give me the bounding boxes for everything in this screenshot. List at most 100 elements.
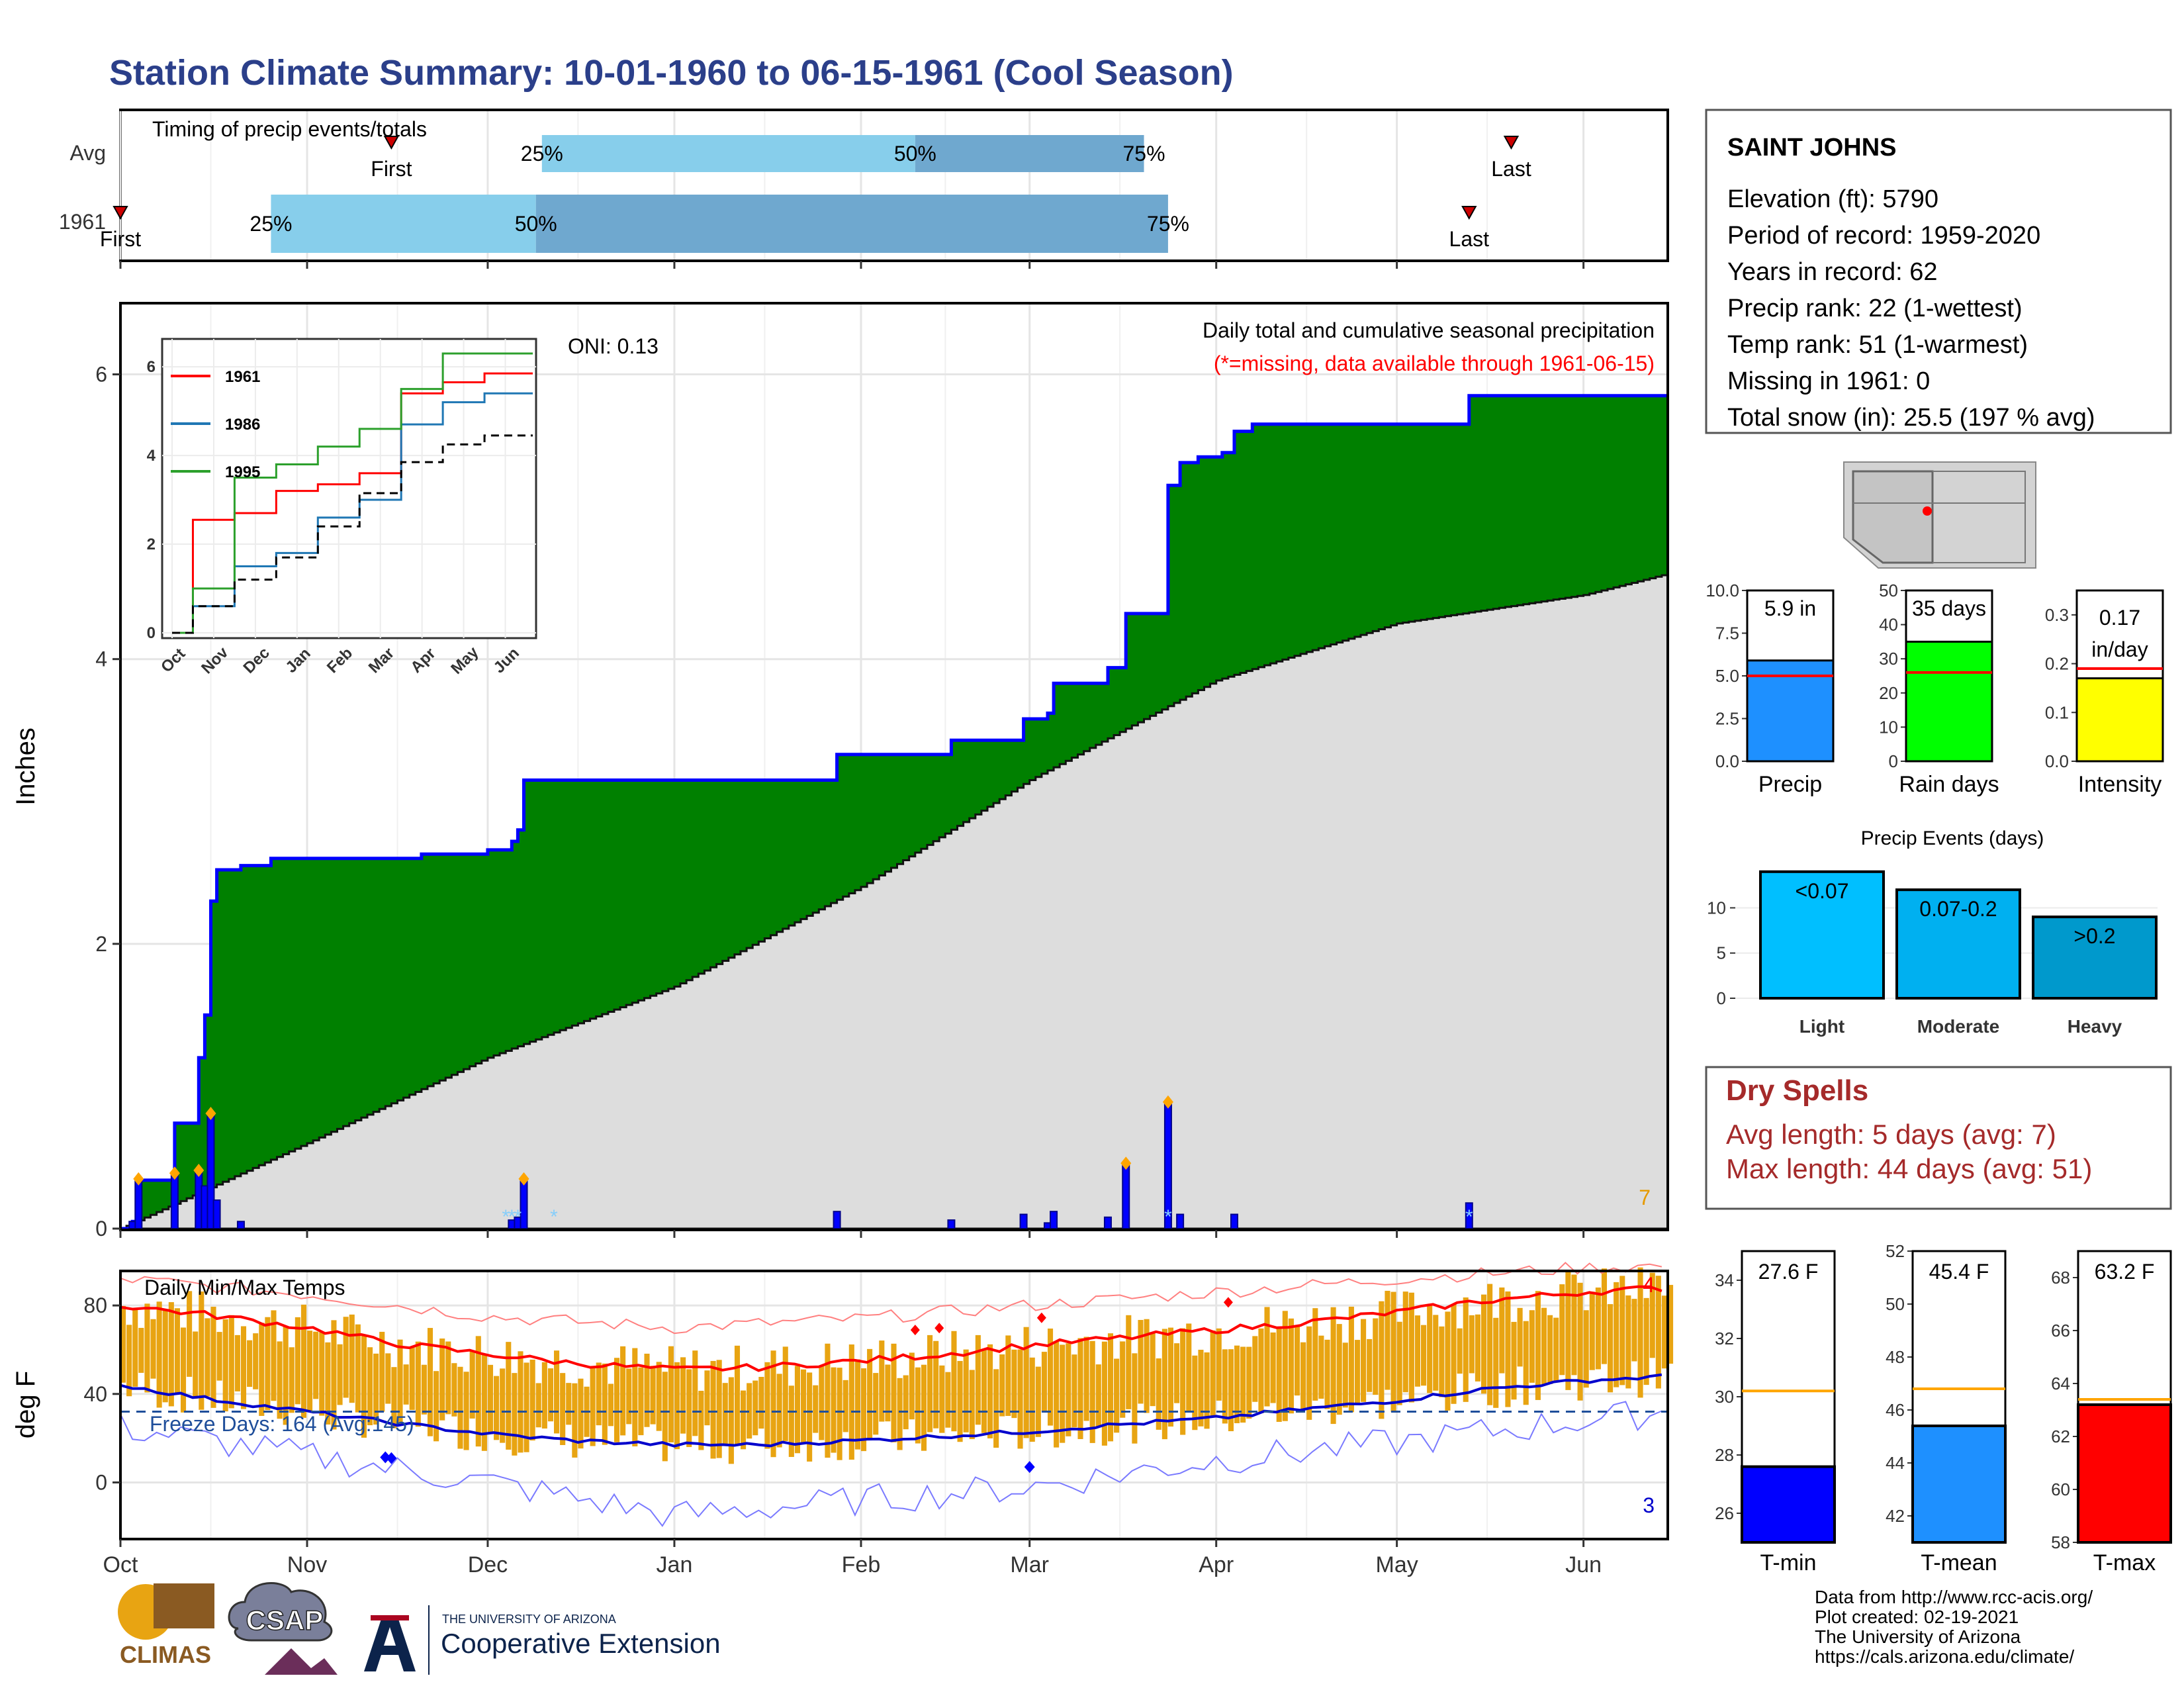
precip-panel-title: Daily total and cumulative seasonal prec…	[1203, 318, 1655, 342]
events-bar	[1759, 870, 1885, 1000]
inset-legend-label: 1995	[225, 463, 260, 481]
precip-y-axis: 0 2 4 6	[95, 363, 120, 1241]
daily-temp-range-bar	[247, 1340, 253, 1387]
daily-temp-range-bar	[776, 1374, 782, 1448]
daily-temp-range-bar	[927, 1335, 933, 1432]
daily-temp-range-bar	[813, 1385, 819, 1433]
summary-bar-value-label: 5.9 in	[1764, 596, 1816, 620]
station-precip-rank: Precip rank: 22 (1-wettest)	[1727, 295, 2023, 322]
events-y-tick-label: 0	[1717, 988, 1726, 1008]
daily-temp-range-bar	[674, 1362, 680, 1450]
daily-temp-range-bar	[860, 1368, 867, 1452]
daily-temp-range-bar	[975, 1335, 981, 1425]
daily-temp-range-bar	[168, 1302, 174, 1407]
average-min-line	[120, 1373, 1662, 1448]
temp-panel-title: Daily Min/Max Temps	[144, 1276, 345, 1299]
temp-summary-y-tick-label: 64	[2051, 1374, 2070, 1393]
timing-first-marker	[383, 136, 400, 150]
daily-temp-range-bar	[289, 1347, 295, 1413]
events-bar	[2032, 915, 2158, 1000]
summary-y-tick-label: 10.0	[1706, 581, 1739, 600]
daily-temp-range-bar	[638, 1367, 644, 1436]
daily-temp-range-bar	[1577, 1282, 1583, 1401]
csap-logo: CSAP	[228, 1582, 338, 1675]
daily-temp-range-bar	[1421, 1325, 1427, 1386]
daily-temp-range-bar	[1385, 1290, 1390, 1390]
record-low-marker	[380, 1451, 391, 1464]
snow-event-marker	[205, 1106, 216, 1120]
daily-temp-range-bar	[385, 1353, 391, 1404]
timing-label-50: 50%	[515, 212, 557, 236]
daily-temp-range-bar	[1228, 1349, 1234, 1432]
daily-temp-range-bar	[1541, 1307, 1547, 1385]
daily-temp-range-bar	[1222, 1349, 1228, 1424]
daily-temp-range-bar	[722, 1383, 728, 1444]
daily-temp-range-bar	[253, 1333, 259, 1389]
summary-bar-value	[1905, 640, 1993, 763]
dry-spells-max: Max length: 44 days (avg: 51)	[1726, 1153, 2092, 1184]
daily-temp-range-bar	[572, 1383, 578, 1458]
temp-summary-label: T-max	[2093, 1550, 2156, 1575]
daily-temp-range-bar	[620, 1346, 626, 1436]
daily-temp-range-bar	[831, 1367, 837, 1453]
temp-summary-y-tick-label: 50	[1886, 1294, 1905, 1314]
daily-temp-range-bar	[1408, 1292, 1414, 1403]
daily-temp-range-bar	[433, 1371, 439, 1442]
map-arizona	[1852, 470, 1934, 564]
daily-temp-range-bar	[1517, 1307, 1523, 1367]
daily-temp-range-bar	[180, 1327, 187, 1413]
daily-temp-range-bar	[590, 1367, 596, 1446]
daily-temp-range-bar	[842, 1380, 848, 1432]
daily-temp-range-bar	[319, 1332, 325, 1416]
daily-temp-range-bar	[295, 1317, 300, 1405]
daily-temp-range-bar	[1306, 1326, 1312, 1420]
daily-temp-range-bar	[1535, 1291, 1541, 1400]
daily-temp-range-bar	[1071, 1354, 1077, 1428]
daily-temp-range-bar	[1668, 1285, 1674, 1364]
timing-bar-q3	[535, 195, 1168, 253]
credit-university: The University of Arizona	[1815, 1626, 2021, 1647]
daily-temp-range-bar	[1511, 1321, 1517, 1400]
snow-event-marker	[1120, 1156, 1132, 1170]
daily-temp-range-bar	[337, 1344, 343, 1405]
x-tick-label: Mar	[1010, 1552, 1049, 1577]
daily-temp-range-bar	[355, 1324, 361, 1413]
climas-logo: CLIMAS	[118, 1583, 214, 1668]
timing-bar-q3	[915, 135, 1144, 172]
missing-marker: *	[1465, 1206, 1473, 1228]
daily-temp-range-bar	[1414, 1315, 1421, 1387]
temp-summary-y-tick-label: 60	[2051, 1479, 2070, 1499]
x-tick-label: Jun	[1565, 1552, 1602, 1577]
csap-mountain-icon	[265, 1648, 338, 1675]
temp-summary-value-label: 63.2 F	[2095, 1260, 2155, 1284]
summary-y-tick-label: 50	[1879, 581, 1898, 600]
summary-y-tick-label: 0.1	[2045, 702, 2069, 722]
record-high-marker	[910, 1325, 920, 1336]
ua-logo: THE UNIVERSITY OF ARIZONA Cooperative Ex…	[364, 1605, 721, 1675]
daily-temp-range-bar	[439, 1338, 445, 1421]
daily-temp-range-bar	[1523, 1321, 1529, 1405]
daily-temp-range-bar	[885, 1364, 891, 1422]
station-temp-rank: Temp rank: 51 (1-warmest)	[1727, 331, 2028, 359]
daily-temp-range-bar	[421, 1364, 427, 1415]
daily-temp-range-bar	[1625, 1295, 1631, 1389]
month-x-axis: Oct Nov Dec Jan Feb Mar Apr May Jun	[103, 261, 1602, 1577]
events-bar-label: Moderate	[1917, 1016, 1999, 1037]
daily-temp-range-bar	[1156, 1358, 1161, 1430]
x-tick-label: Nov	[287, 1552, 327, 1577]
record-high-count: 4	[1643, 1273, 1655, 1297]
page-title: Station Climate Summary: 10-01-1960 to 0…	[109, 53, 1234, 93]
daily-precip-bar	[1019, 1213, 1028, 1230]
daily-temp-range-bar	[951, 1331, 957, 1432]
daily-temp-range-bar	[469, 1350, 475, 1419]
precip-events-title: Precip Events (days)	[1861, 827, 2044, 849]
daily-temp-range-bar	[187, 1291, 193, 1377]
daily-temp-range-bar	[1354, 1340, 1361, 1405]
daily-temp-range-bar	[1318, 1335, 1324, 1399]
daily-temp-range-bar	[770, 1350, 776, 1458]
daily-temp-range-bar	[758, 1376, 764, 1429]
daily-temp-range-bar	[1204, 1352, 1210, 1429]
daily-temp-range-bar	[626, 1368, 632, 1425]
footer-logos: CLIMAS CSAP THE UNIVERSITY OF ARIZONA Co…	[118, 1582, 721, 1675]
